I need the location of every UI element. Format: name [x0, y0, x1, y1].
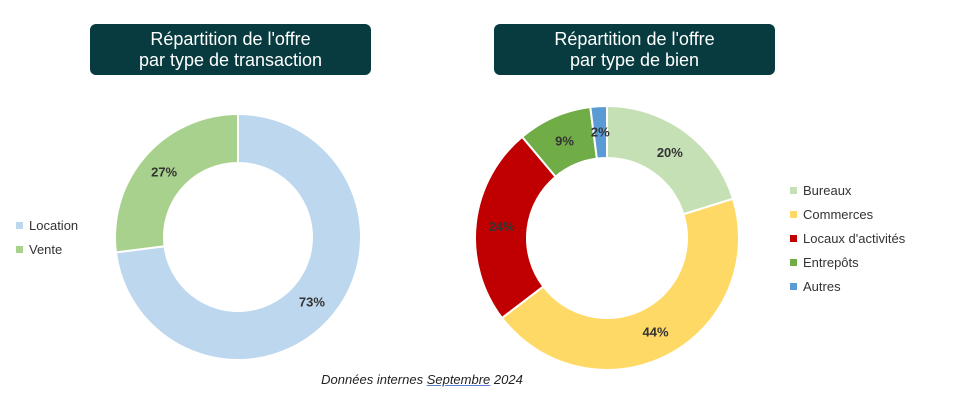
legend-label: Entrepôts [803, 254, 859, 270]
chart-title-line: par type de bien [569, 49, 700, 70]
data-label-vente: 27% [151, 164, 177, 179]
slice-vente [114, 112, 239, 254]
legend-swatch [16, 221, 23, 229]
chart-title-line: Répartition de l'offre [150, 28, 311, 49]
slice-locaux-d-activites [474, 135, 557, 320]
legend-swatch [790, 234, 797, 242]
slice-autres [589, 104, 608, 160]
data-label-commerces: 44% [643, 325, 669, 340]
legend-item-autres: Autres [790, 274, 905, 298]
legend-swatch [790, 210, 797, 218]
data-label-entrepots: 9% [555, 133, 574, 148]
data-label-bureaux: 20% [657, 145, 683, 160]
legend-item-locaux-d-activites: Locaux d'activités [790, 226, 905, 250]
legend-transaction: Location Vente [16, 213, 78, 261]
chart-title-transaction: Répartition de l'offre par type de trans… [90, 24, 371, 75]
legend-swatch [790, 258, 797, 266]
legend-item-vente: Vente [16, 237, 78, 261]
legend-item-bureaux: Bureaux [790, 178, 905, 202]
donut-chart-property-type: 20% 44% 24% 9% 2% [474, 104, 740, 371]
legend-label: Bureaux [803, 182, 852, 198]
legend-label: Commerces [803, 206, 874, 222]
footnote-suffix: 2024 [490, 372, 523, 387]
footnote-month: Septembre [426, 372, 491, 387]
legend-property-type: Bureaux Commerces Locaux d'activités Entrep… [790, 178, 905, 298]
legend-label: Vente [29, 241, 63, 257]
chart-title-line: Répartition de l'offre [554, 28, 715, 49]
slice-commerces [500, 197, 740, 371]
legend-label: Location [29, 217, 79, 233]
data-label-locaux-d-activites: 24% [489, 219, 515, 234]
donut-chart-transaction: 73% 27% [114, 112, 362, 361]
legend-swatch [790, 186, 797, 194]
legend-label: Locaux d'activités [803, 230, 906, 246]
chart-title-property-type: Répartition de l'offre par type de bien [494, 24, 775, 75]
footnote-prefix: Données internes [321, 372, 427, 387]
legend-swatch [16, 245, 23, 253]
data-label-location: 73% [299, 295, 325, 310]
footnote: Données internes Septembre 2024 [0, 372, 844, 387]
legend-item-entrepots: Entrepôts [790, 250, 905, 274]
chart-title-line: par type de transaction [138, 49, 323, 70]
legend-swatch [790, 282, 797, 290]
slice-location [114, 112, 362, 361]
data-label-autres: 2% [591, 125, 610, 140]
legend-item-location: Location [16, 213, 78, 237]
legend-item-commerces: Commerces [790, 202, 905, 226]
legend-label: Autres [803, 278, 841, 294]
